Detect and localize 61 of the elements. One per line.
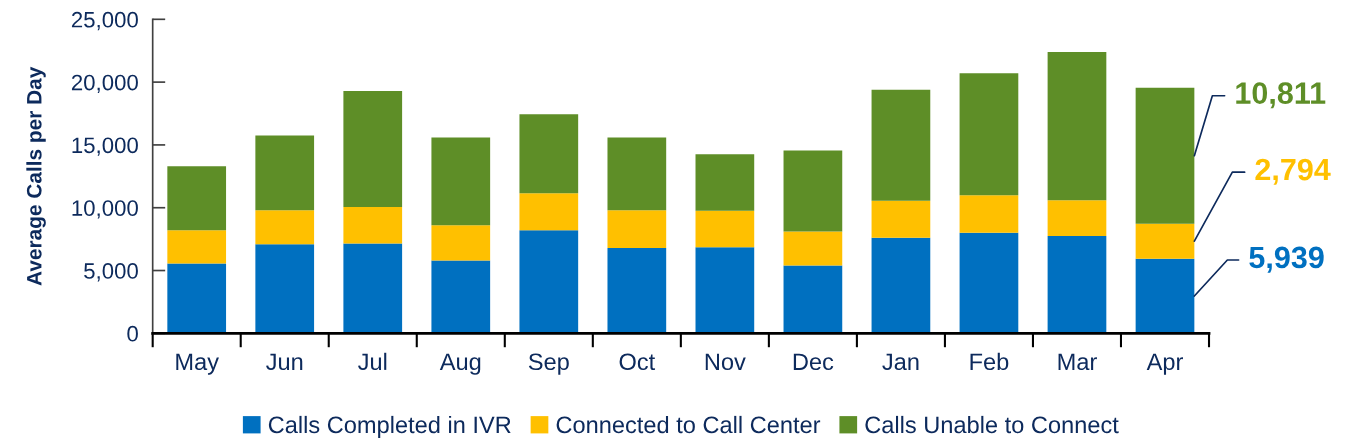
bar [519, 114, 579, 194]
legend-label: Calls Completed in IVR [268, 415, 511, 438]
y-tick-label: 15,000 [72, 137, 138, 156]
bar [431, 225, 491, 261]
bar [519, 230, 579, 334]
bar [607, 137, 667, 211]
bar [1135, 258, 1195, 334]
bar [783, 150, 843, 232]
bar [255, 135, 315, 211]
data-label: 10,811 [1236, 82, 1326, 109]
bar [1047, 235, 1107, 334]
bar [695, 210, 755, 248]
bar [695, 154, 755, 211]
x-tick-label: Jun [266, 353, 303, 371]
bar [343, 243, 403, 334]
bar [431, 260, 491, 334]
bar [959, 195, 1019, 233]
x-tick-label: Mar [1058, 353, 1097, 371]
x-tick-label: Jul [358, 352, 387, 371]
bar [255, 210, 315, 245]
bar [1047, 200, 1107, 236]
bar [343, 90, 403, 208]
x-tick-label: Jan [882, 353, 919, 371]
y-tick-label: 20,000 [71, 74, 138, 94]
bar [1047, 51, 1107, 201]
bar [695, 247, 755, 334]
x-tick-label: Sep [528, 353, 569, 375]
data-label: 5,939 [1249, 246, 1324, 273]
legend-label: Calls Unable to Connect [865, 415, 1119, 434]
bar [871, 89, 931, 201]
bar [607, 210, 667, 248]
legend-label: Connected to Call Center [556, 415, 821, 434]
x-tick-label: Apr [1146, 353, 1183, 375]
bar [607, 247, 667, 334]
bar [167, 263, 227, 334]
x-tick-label: Nov [705, 353, 746, 371]
bar [871, 237, 931, 334]
bar [343, 207, 403, 244]
bar [255, 244, 315, 334]
x-tick-label: Feb [970, 352, 1009, 371]
bar [431, 137, 491, 226]
bar [1135, 87, 1195, 224]
y-tick-label: 10,000 [72, 200, 138, 219]
x-tick-label: May [176, 353, 219, 375]
bar [519, 193, 579, 231]
bar [871, 200, 931, 238]
y-tick-label: 0 [127, 325, 138, 342]
bar [959, 232, 1019, 334]
bar [783, 265, 843, 334]
bar [959, 73, 1019, 196]
bar [167, 230, 227, 264]
bar [167, 166, 227, 231]
x-tick-label: Aug [439, 353, 481, 375]
y-axis-title: Average Calls per Day [26, 66, 46, 286]
data-label: 2,794 [1255, 158, 1331, 185]
y-tick-label: 25,000 [71, 11, 138, 31]
bar [1135, 223, 1195, 259]
y-tick-label: 5,000 [84, 263, 138, 282]
x-tick-label: Dec [793, 353, 834, 371]
bar [783, 231, 843, 266]
x-tick-label: Oct [619, 353, 656, 371]
